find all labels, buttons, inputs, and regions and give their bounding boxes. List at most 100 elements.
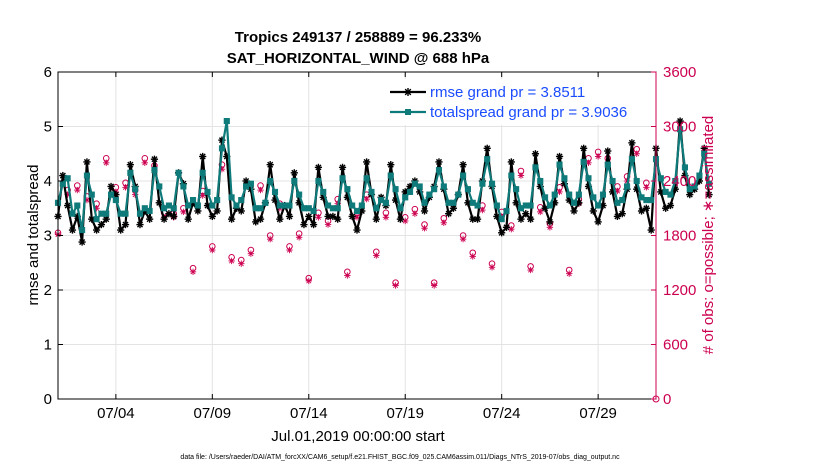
totalspread grand pr = 3.9036-point <box>503 207 510 215</box>
legend-swatch-marker <box>404 88 412 96</box>
y-left-tick-label: 0 <box>44 391 52 408</box>
rmse grand pr = 3.8511-point <box>541 204 549 212</box>
rmse grand pr = 3.8511-point <box>150 155 159 163</box>
legend-box <box>386 79 650 125</box>
assimilated-point <box>103 159 110 167</box>
x-tick-label: 07/04 <box>97 405 135 422</box>
totalspread grand pr = 3.9036-point <box>440 183 447 190</box>
rmse grand pr = 3.8511-point <box>78 238 86 246</box>
assimilated-point <box>382 214 390 221</box>
rmse grand pr = 3.8511-point <box>290 169 298 177</box>
totalspread grand pr = 3.9036-point <box>83 172 90 179</box>
rmse grand pr = 3.8511-point <box>184 215 192 223</box>
rmse grand pr = 3.8511-point <box>363 158 371 166</box>
totalspread grand pr = 3.9036-point <box>257 205 264 212</box>
x-tick-label: 07/14 <box>290 405 328 422</box>
rmse grand pr = 3.8511-point <box>589 207 597 215</box>
assimilated-point <box>315 214 322 221</box>
totalspread grand pr = 3.9036-point <box>537 177 544 185</box>
totalspread grand pr = 3.9036-point <box>204 188 211 195</box>
totalspread grand pr = 3.9036-point <box>156 183 163 190</box>
assimilated-point <box>488 264 496 271</box>
totalspread grand pr = 3.9036-point <box>146 207 153 215</box>
assimilated-point <box>344 272 351 279</box>
rmse grand pr = 3.8511-point <box>121 221 130 229</box>
rmse grand pr = 3.8511-point <box>628 139 636 147</box>
totalspread grand pr = 3.9036-point <box>672 177 679 185</box>
x-axis: 07/04 07/09 07/14 07/19 07/24 07/29 <box>97 72 617 422</box>
rmse grand pr = 3.8511-point <box>208 212 216 221</box>
rmse grand pr = 3.8511-point <box>252 218 260 226</box>
totalspread grand pr = 3.9036-point <box>599 191 607 198</box>
rmse grand pr = 3.8511-point <box>604 147 612 155</box>
totalspread grand pr = 3.9036-point <box>561 175 568 182</box>
totalspread grand pr = 3.9036-point <box>701 150 708 157</box>
totalspread grand pr = 3.9036-point <box>705 180 713 187</box>
x-tick-label: 07/09 <box>194 405 232 422</box>
assimilated-point <box>614 187 621 195</box>
totalspread grand pr = 3.9036-point <box>339 175 346 182</box>
totalspread grand pr = 3.9036-point <box>185 202 192 209</box>
totalspread grand pr = 3.9036-point <box>358 202 365 209</box>
assimilated-point <box>238 260 245 267</box>
title-line-1: Tropics 249137 / 258889 = 96.233% <box>235 29 481 46</box>
footnote: data file: /Users/raeder/DAI/ATM_forcXX/… <box>180 454 620 461</box>
rmse grand pr = 3.8511-point <box>435 158 443 166</box>
totalspread grand pr = 3.9036-point <box>170 205 177 212</box>
rmse grand pr = 3.8511-point <box>256 215 265 223</box>
rmse grand pr = 3.8511-point <box>570 207 578 215</box>
totalspread grand pr = 3.9036-point <box>238 197 245 204</box>
totalspread grand pr = 3.9036-point <box>189 197 197 204</box>
totalspread grand pr = 3.9036-point <box>93 216 100 223</box>
totalspread grand pr = 3.9036-point <box>474 202 481 209</box>
totalspread grand pr = 3.9036-point <box>132 186 139 193</box>
totalspread grand pr = 3.9036-point <box>484 156 491 163</box>
totalspread grand pr = 3.9036-point <box>218 145 226 152</box>
x-tick-label: 07/24 <box>483 405 521 422</box>
totalspread grand pr = 3.9036-point <box>431 186 438 193</box>
rmse grand pr = 3.8511-point <box>522 210 530 218</box>
rmse grand pr = 3.8511-point <box>387 161 395 169</box>
series-totalspread grand pr = 3.9036 <box>54 118 713 234</box>
totalspread grand pr = 3.9036-point <box>595 202 602 209</box>
totalspread grand pr = 3.9036-point <box>498 216 505 223</box>
totalspread grand pr = 3.9036-point <box>199 169 206 176</box>
assimilated-point <box>527 266 534 274</box>
rmse grand pr = 3.8511-point <box>464 199 472 207</box>
totalspread grand pr = 3.9036-point <box>291 177 298 185</box>
rmse grand pr = 3.8511-point <box>618 210 626 218</box>
y-right-tick-label: 1200 <box>663 282 696 299</box>
totalspread grand pr = 3.9036-point <box>88 191 95 198</box>
rmse grand pr = 3.8511-point <box>102 215 110 223</box>
rmse grand pr = 3.8511-point <box>551 199 559 207</box>
assimilated-point <box>411 210 419 217</box>
assimilated-point <box>459 235 467 243</box>
y-right-tick-label: 0 <box>663 391 671 408</box>
rmse grand pr = 3.8511-point <box>599 201 607 210</box>
totalspread grand pr = 3.9036-point <box>262 199 269 206</box>
totalspread grand pr = 3.9036-point <box>493 202 500 209</box>
rmse grand pr = 3.8511-point <box>314 163 323 171</box>
rmse grand pr = 3.8511-point <box>266 161 274 169</box>
totalspread grand pr = 3.9036-point <box>344 186 351 193</box>
rmse-spread-series <box>54 117 713 246</box>
totalspread grand pr = 3.9036-point <box>209 202 216 209</box>
totalspread grand pr = 3.9036-point <box>628 156 635 163</box>
assimilated-point <box>517 172 525 179</box>
totalspread grand pr = 3.9036-point <box>69 210 76 217</box>
rmse grand pr = 3.8511-point <box>517 215 525 223</box>
assimilated-point <box>305 277 312 285</box>
totalspread grand pr = 3.9036-point <box>315 177 322 185</box>
rmse grand pr = 3.8511-point <box>594 218 602 226</box>
totalspread grand pr = 3.9036-point <box>228 194 235 201</box>
totalspread grand pr = 3.9036-point <box>271 188 279 195</box>
totalspread grand pr = 3.9036-point <box>397 205 404 212</box>
assimilated-point <box>257 186 264 194</box>
totalspread grand pr = 3.9036-point <box>363 175 370 182</box>
y-axis-left: 0 1 2 3 4 5 6 <box>44 64 63 408</box>
totalspread grand pr = 3.9036-point <box>127 169 134 176</box>
totalspread grand pr = 3.9036-point <box>103 210 110 217</box>
assimilated-point <box>189 268 197 276</box>
totalspread grand pr = 3.9036-point <box>382 199 389 206</box>
